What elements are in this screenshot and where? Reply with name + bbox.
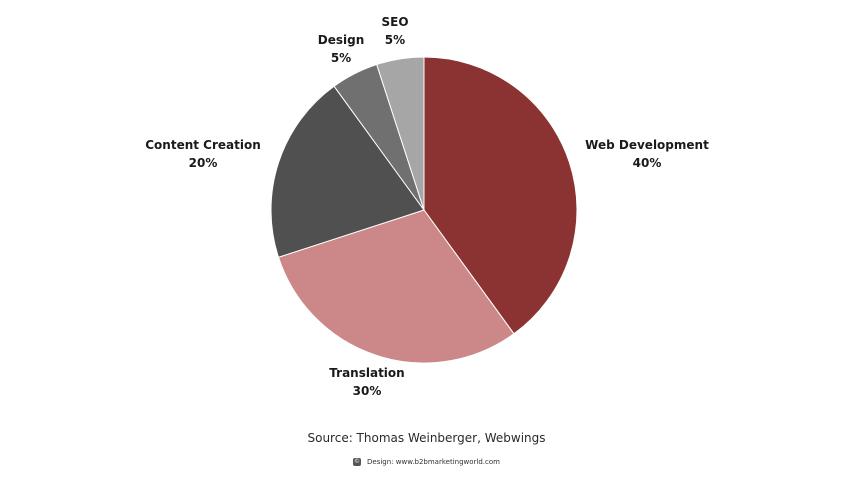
slice-content-creation xyxy=(270,85,425,258)
label-web-development: Web Development 40% xyxy=(585,136,709,172)
label-name: Design xyxy=(317,33,365,47)
slice-web-development xyxy=(423,56,578,335)
label-translation: Translation 30% xyxy=(329,364,404,400)
slice-seo xyxy=(376,56,425,211)
label-name: Web Development xyxy=(585,138,709,152)
label-value: 40% xyxy=(632,156,662,170)
label-seo: SEO 5% xyxy=(381,13,408,49)
label-value: 20% xyxy=(188,156,218,170)
label-value: 5% xyxy=(330,51,352,65)
label-name: Translation xyxy=(329,366,405,380)
slice-translation xyxy=(277,209,515,364)
source-note: Source: Thomas Weinberger, Webwings xyxy=(307,431,546,445)
label-name: Content Creation xyxy=(145,138,261,152)
pie-slices xyxy=(270,56,578,364)
copyright-icon: © xyxy=(353,458,362,466)
label-content-creation: Content Creation 20% xyxy=(145,136,261,172)
design-credit-text: Design: www.b2bmarketingworld.com xyxy=(367,458,500,466)
design-credit: © Design: www.b2bmarketingworld.com xyxy=(0,458,853,466)
label-name: SEO xyxy=(381,15,409,29)
label-value: 30% xyxy=(352,384,382,398)
label-value: 5% xyxy=(384,33,406,47)
label-design: Design 5% xyxy=(318,31,365,67)
